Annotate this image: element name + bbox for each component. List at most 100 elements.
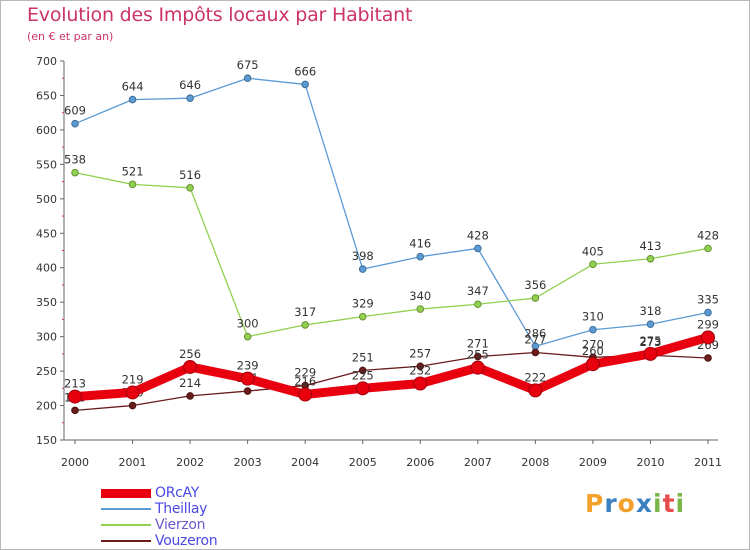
legend-label-theillay: Theillay	[155, 501, 208, 517]
data-label-theillay: 644	[122, 80, 144, 94]
data-label-vouzeron: 251	[352, 350, 374, 364]
y-tick-label: 600	[36, 124, 57, 137]
data-label-vierzon: 356	[524, 278, 546, 292]
data-label-vouzeron: 214	[179, 376, 201, 390]
legend-swatch-theillay	[101, 508, 151, 510]
data-point-vouzeron	[71, 406, 79, 415]
data-label-theillay: 310	[582, 310, 604, 324]
chart-legend: ORcAY Theillay Vierzon Vouzeron	[101, 485, 218, 549]
data-label-theillay: 318	[639, 304, 661, 318]
data-point-orcay	[298, 387, 313, 402]
data-point-orcay	[643, 346, 658, 361]
data-point-theillay	[301, 80, 309, 89]
y-tick-label: 250	[36, 365, 57, 378]
data-label-vierzon: 347	[467, 284, 489, 298]
data-label-vierzon: 329	[352, 297, 374, 311]
legend-item-vierzon: Vierzon	[101, 517, 217, 533]
data-point-orcay	[68, 389, 82, 404]
x-tick-label: 2004	[291, 456, 319, 469]
x-tick-label: 2010	[636, 456, 664, 469]
data-label-orcay: 239	[237, 359, 259, 373]
data-point-theillay	[416, 252, 425, 261]
data-point-vierzon	[128, 180, 137, 189]
data-point-theillay	[646, 320, 655, 329]
data-label-theillay: 428	[467, 228, 489, 242]
data-label-orcay: 299	[697, 317, 719, 331]
series-line-vierzon	[74, 171, 709, 338]
y-tick-label: 150	[36, 434, 57, 447]
data-point-vouzeron	[416, 362, 425, 371]
data-point-vouzeron	[704, 354, 712, 362]
data-label-vierzon: 428	[697, 228, 719, 242]
data-point-vouzeron	[128, 401, 137, 410]
data-point-orcay	[585, 357, 600, 372]
logo-letter: t	[662, 489, 676, 518]
legend-label-vouzeron: Vouzeron	[155, 533, 218, 549]
data-point-orcay	[470, 360, 485, 375]
data-label-theillay: 666	[294, 64, 316, 78]
data-point-vierzon	[243, 332, 252, 341]
series-line-orcay	[70, 332, 713, 402]
data-point-theillay	[358, 265, 367, 273]
chart-title: Evolution des Impôts locaux par Habitant	[27, 4, 413, 26]
data-point-vierzon	[358, 312, 367, 321]
legend-swatch-vouzeron	[101, 540, 151, 542]
data-point-vouzeron	[186, 392, 194, 400]
data-label-vierzon: 521	[122, 164, 144, 178]
logo-letter: x	[635, 489, 653, 518]
chart-subtitle: (en € et par an)	[27, 30, 114, 43]
data-point-orcay	[701, 330, 715, 345]
data-label-orcay: 256	[179, 347, 201, 361]
data-label-orcay: 213	[64, 377, 86, 391]
legend-item-vouzeron: Vouzeron	[101, 533, 218, 549]
data-point-vierzon	[704, 244, 712, 253]
data-label-vouzeron: 229	[294, 366, 316, 380]
data-point-theillay	[243, 74, 252, 83]
data-label-vierzon: 413	[639, 239, 661, 253]
data-point-orcay	[413, 376, 428, 391]
x-tick-label: 2000	[61, 456, 89, 469]
x-tick-label: 2005	[349, 456, 377, 469]
data-point-vierzon	[416, 305, 425, 313]
data-point-vierzon	[71, 168, 79, 177]
data-label-orcay: 255	[467, 348, 489, 362]
proxiti-logo: Proxiti	[585, 489, 685, 518]
data-point-orcay	[125, 385, 140, 400]
data-label-theillay: 609	[64, 104, 86, 118]
data-label-vierzon: 317	[294, 305, 316, 319]
series-line-vouzeron	[74, 351, 709, 412]
data-label-vierzon: 538	[64, 153, 86, 167]
data-label-theillay: 335	[697, 293, 719, 307]
data-label-vouzeron: 271	[467, 337, 489, 351]
y-tick-label: 450	[36, 227, 57, 240]
logo-letter: i	[653, 489, 663, 518]
data-label-theillay: 675	[237, 58, 259, 72]
data-label-vouzeron: 257	[409, 346, 431, 360]
data-point-vierzon	[186, 183, 194, 192]
data-point-vierzon	[301, 321, 309, 329]
data-label-orcay: 275	[639, 334, 661, 348]
x-tick-label: 2001	[119, 456, 147, 469]
legend-swatch-vierzon	[101, 524, 151, 526]
data-point-theillay	[186, 94, 194, 103]
logo-letter: P	[585, 489, 605, 518]
data-point-theillay	[704, 308, 712, 317]
data-point-orcay	[183, 359, 198, 374]
y-tick-label: 400	[36, 262, 57, 275]
data-point-orcay	[355, 381, 370, 396]
data-point-vierzon	[531, 294, 540, 302]
data-point-theillay	[589, 325, 597, 334]
y-tick-label: 500	[36, 193, 57, 206]
data-label-theillay: 646	[179, 78, 201, 92]
series-line-theillay	[74, 77, 709, 347]
data-label-orcay: 216	[294, 375, 316, 389]
legend-swatch-orcay	[101, 488, 151, 498]
y-tick-label: 550	[36, 158, 57, 171]
logo-letter: o	[617, 489, 636, 518]
data-label-vouzeron: 273	[639, 335, 661, 349]
data-label-orcay: 222	[524, 370, 546, 384]
data-point-vouzeron	[531, 348, 540, 357]
data-label-vierzon: 300	[237, 317, 259, 331]
data-point-theillay	[474, 244, 482, 253]
